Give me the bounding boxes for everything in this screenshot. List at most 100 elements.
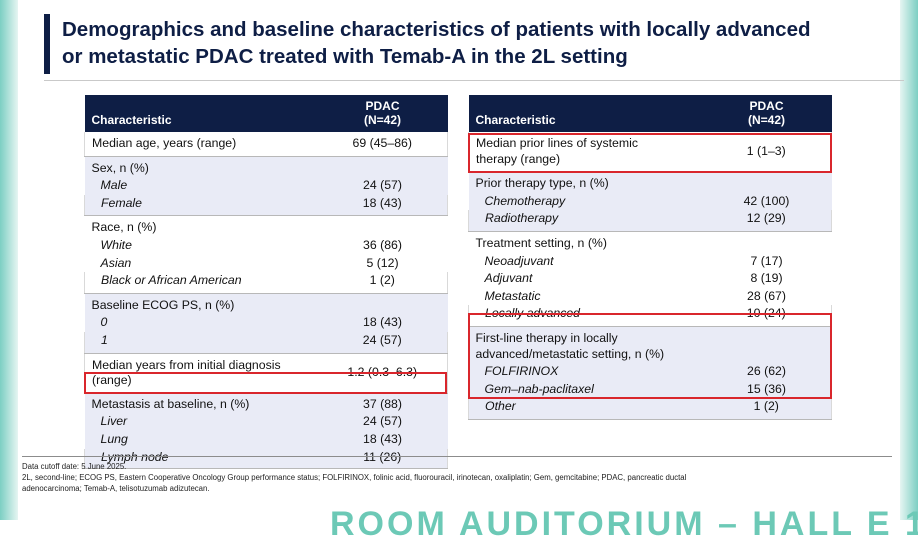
table-row-sex-male: Male 24 (57) (84, 177, 448, 195)
row-label: Gem–nab-paclitaxel (468, 380, 701, 399)
footnote: Data cutoff date: 5 June 2025. 2L, secon… (22, 456, 892, 494)
row-value-empty (316, 293, 448, 315)
header-pdac-n: (N=42) (747, 113, 785, 127)
row-value: 18 (43) (316, 314, 448, 332)
table-row-median-age: Median age, years (range) 69 (45–86) (84, 132, 448, 157)
table-row-race-header: Race, n (%) (85, 216, 448, 237)
table-header-row: Characteristic PDAC (N=42) (84, 95, 448, 132)
room-watermark: ROOM AUDITORIUM – HALL E 12 (330, 505, 918, 543)
table-row-prior-type-header: Prior therapy type, n (%) (468, 171, 832, 193)
row-value: 15 (36) (700, 380, 832, 399)
header-pdac: PDAC (N=42) (316, 95, 448, 132)
row-value: 5 (12) (366, 255, 399, 270)
row-value: 1 (2) (700, 398, 832, 420)
table-row-first-line-header: First-line therapy in locally advanced/m… (468, 326, 832, 364)
demographics-table-left: Characteristic PDAC (N=42) Median age, y… (84, 95, 448, 470)
row-label: Prior therapy type, n (%) (468, 171, 701, 193)
header-pdac-label: PDAC (365, 99, 400, 113)
row-value: 18 (43) (316, 194, 448, 217)
row-label-line-1: Median years from initial diagnosis (92, 357, 281, 372)
row-value: 26 (62) (700, 363, 832, 381)
table-row-race-black: Black or African American 1 (2) (84, 272, 448, 294)
row-value: 11 (26) (316, 448, 448, 470)
table-row-setting-adjuvant: Adjuvant 8 (19) (469, 270, 832, 288)
row-label-line-2: advanced/metastatic setting, n (%) (475, 346, 665, 361)
table-row-prior-lines: Median prior lines of systemic therapy (… (468, 132, 832, 173)
table-row-first-line-gem: Gem–nab-paclitaxel 15 (36) (468, 380, 832, 399)
header-pdac: PDAC (N=42) (700, 95, 832, 132)
table-row-sex-header: Sex, n (%) (84, 156, 448, 178)
footnote-cutoff: Data cutoff date: 5 June 2025. (22, 462, 127, 471)
right-edge-decoration (900, 0, 918, 520)
table-row-metastasis: Metastasis at baseline, n (%) 37 (88) (84, 393, 448, 414)
row-label: Median age, years (range) (84, 132, 317, 157)
slide-title-line-2: or metastatic PDAC treated with Temab-A … (62, 45, 628, 68)
table-row-setting-header: Treatment setting, n (%) (469, 231, 832, 252)
row-label: 1 (84, 331, 317, 354)
row-label-line-2: therapy (range) (476, 151, 561, 166)
table-row-prior-chemo: Chemotherapy 42 (100) (468, 192, 832, 211)
row-value: 24 (57) (316, 413, 448, 431)
row-label: Baseline ECOG PS, n (%) (84, 293, 317, 315)
row-label: Female (84, 194, 317, 217)
header-pdac-label: PDAC (749, 99, 784, 113)
header-characteristic: Characteristic (84, 95, 317, 132)
footnote-abbrev-2: adenocarcinoma; Temab-A, telisotuzumab a… (22, 484, 210, 493)
row-value: 1 (1–3) (700, 132, 832, 173)
row-label: White (100, 237, 132, 252)
row-label: Lung (84, 430, 317, 449)
row-label: Sex, n (%) (84, 156, 317, 178)
table-row-setting-metastatic: Metastatic 28 (67) (469, 288, 832, 306)
table-row-sex-female: Female 18 (43) (84, 194, 448, 217)
row-label: Asian (100, 255, 132, 270)
footnote-abbrev-1: 2L, second-line; ECOG PS, Eastern Cooper… (22, 473, 687, 482)
row-value: 18 (43) (316, 430, 448, 449)
row-label-line-1: Median prior lines of systemic (476, 136, 638, 150)
row-value-empty (701, 231, 832, 252)
row-label: Male (84, 177, 317, 195)
header-characteristic: Characteristic (468, 95, 701, 132)
table-header-row: Characteristic PDAC (N=42) (468, 95, 832, 132)
row-value: 24 (57) (316, 177, 448, 195)
row-value-empty (316, 156, 448, 178)
row-value: 28 (67) (747, 288, 786, 303)
row-value: 8 (19) (750, 271, 783, 286)
row-label: First-line therapy in locally advanced/m… (468, 326, 701, 364)
table-row-metastasis-lymph: Lymph node 11 (26) (84, 448, 448, 470)
row-label: Metastasis at baseline, n (%) (84, 393, 317, 414)
slide-title-line-1: Demographics and baseline characteristic… (62, 18, 811, 41)
table-row-setting-neoadjuvant: Neoadjuvant 7 (17) (469, 253, 832, 271)
table-row-metastasis-lung: Lung 18 (43) (84, 430, 448, 449)
row-label: Liver (84, 413, 317, 431)
row-label: Median prior lines of systemic therapy (… (468, 132, 701, 173)
title-accent-bar (44, 14, 50, 74)
demographics-table-right: Characteristic PDAC (N=42) Median prior … (468, 95, 832, 420)
slide-title: Demographics and baseline characteristic… (62, 16, 902, 70)
row-value: 69 (45–86) (316, 132, 448, 157)
row-label: Adjuvant (484, 271, 533, 286)
row-value: 24 (57) (316, 331, 448, 354)
row-label: Radiotherapy (468, 210, 701, 232)
table-row-ecog-0: 0 18 (43) (84, 314, 448, 332)
row-label-line-1: First-line therapy in locally (475, 330, 618, 345)
table-row-first-line-folfirinox: FOLFIRINOX 26 (62) (468, 363, 832, 381)
table-row-ecog-header: Baseline ECOG PS, n (%) (84, 293, 448, 315)
table-row-race-white: White 36 (86) (85, 237, 448, 255)
row-value-empty (700, 171, 832, 193)
row-label: Chemotherapy (468, 192, 701, 211)
title-divider (44, 80, 904, 81)
table-row-prior-radio: Radiotherapy 12 (29) (468, 210, 832, 232)
row-label-line-2: (range) (92, 373, 132, 388)
row-label: Other (468, 398, 701, 420)
table-row-ecog-1: 1 24 (57) (84, 331, 448, 354)
row-label: Race, n (%) (91, 220, 157, 235)
row-label: FOLFIRINOX (468, 363, 701, 381)
row-value: 7 (17) (750, 253, 783, 268)
header-pdac-n: (N=42) (363, 113, 401, 127)
row-label: Treatment setting, n (%) (475, 235, 607, 250)
left-edge-decoration (0, 0, 18, 520)
highlight-first-line (468, 313, 832, 399)
row-value: 1 (2) (316, 272, 448, 294)
row-label: Black or African American (84, 272, 317, 294)
row-value: 42 (100) (700, 192, 832, 211)
